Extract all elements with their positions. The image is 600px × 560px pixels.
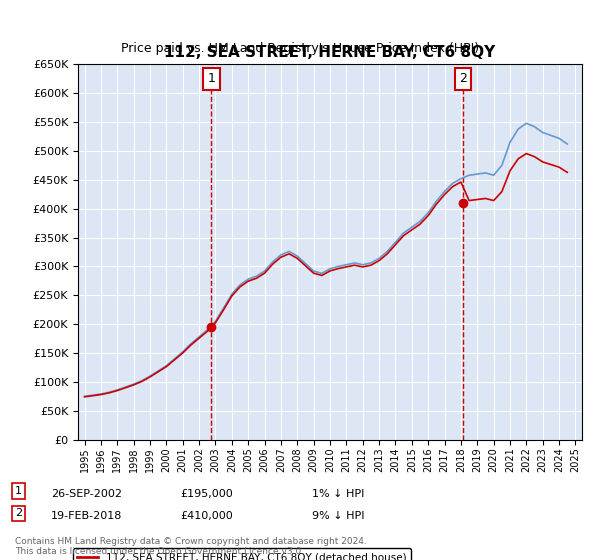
Text: £195,000: £195,000 xyxy=(180,489,233,499)
Text: 26-SEP-2002: 26-SEP-2002 xyxy=(51,489,122,499)
Text: Price paid vs. HM Land Registry's House Price Index (HPI): Price paid vs. HM Land Registry's House … xyxy=(121,42,479,55)
Title: 112, SEA STREET, HERNE BAY, CT6 8QY: 112, SEA STREET, HERNE BAY, CT6 8QY xyxy=(164,45,496,60)
Text: Contains HM Land Registry data © Crown copyright and database right 2024.
This d: Contains HM Land Registry data © Crown c… xyxy=(15,537,367,557)
Text: 2: 2 xyxy=(15,508,22,519)
Text: £410,000: £410,000 xyxy=(180,511,233,521)
Text: 1% ↓ HPI: 1% ↓ HPI xyxy=(312,489,364,499)
Text: 1: 1 xyxy=(15,486,22,496)
Text: 9% ↓ HPI: 9% ↓ HPI xyxy=(312,511,365,521)
Text: 2: 2 xyxy=(459,72,467,85)
Text: 19-FEB-2018: 19-FEB-2018 xyxy=(51,511,122,521)
Text: 1: 1 xyxy=(208,72,215,85)
Legend: 112, SEA STREET, HERNE BAY, CT6 8QY (detached house), HPI: Average price, detach: 112, SEA STREET, HERNE BAY, CT6 8QY (det… xyxy=(73,548,411,560)
